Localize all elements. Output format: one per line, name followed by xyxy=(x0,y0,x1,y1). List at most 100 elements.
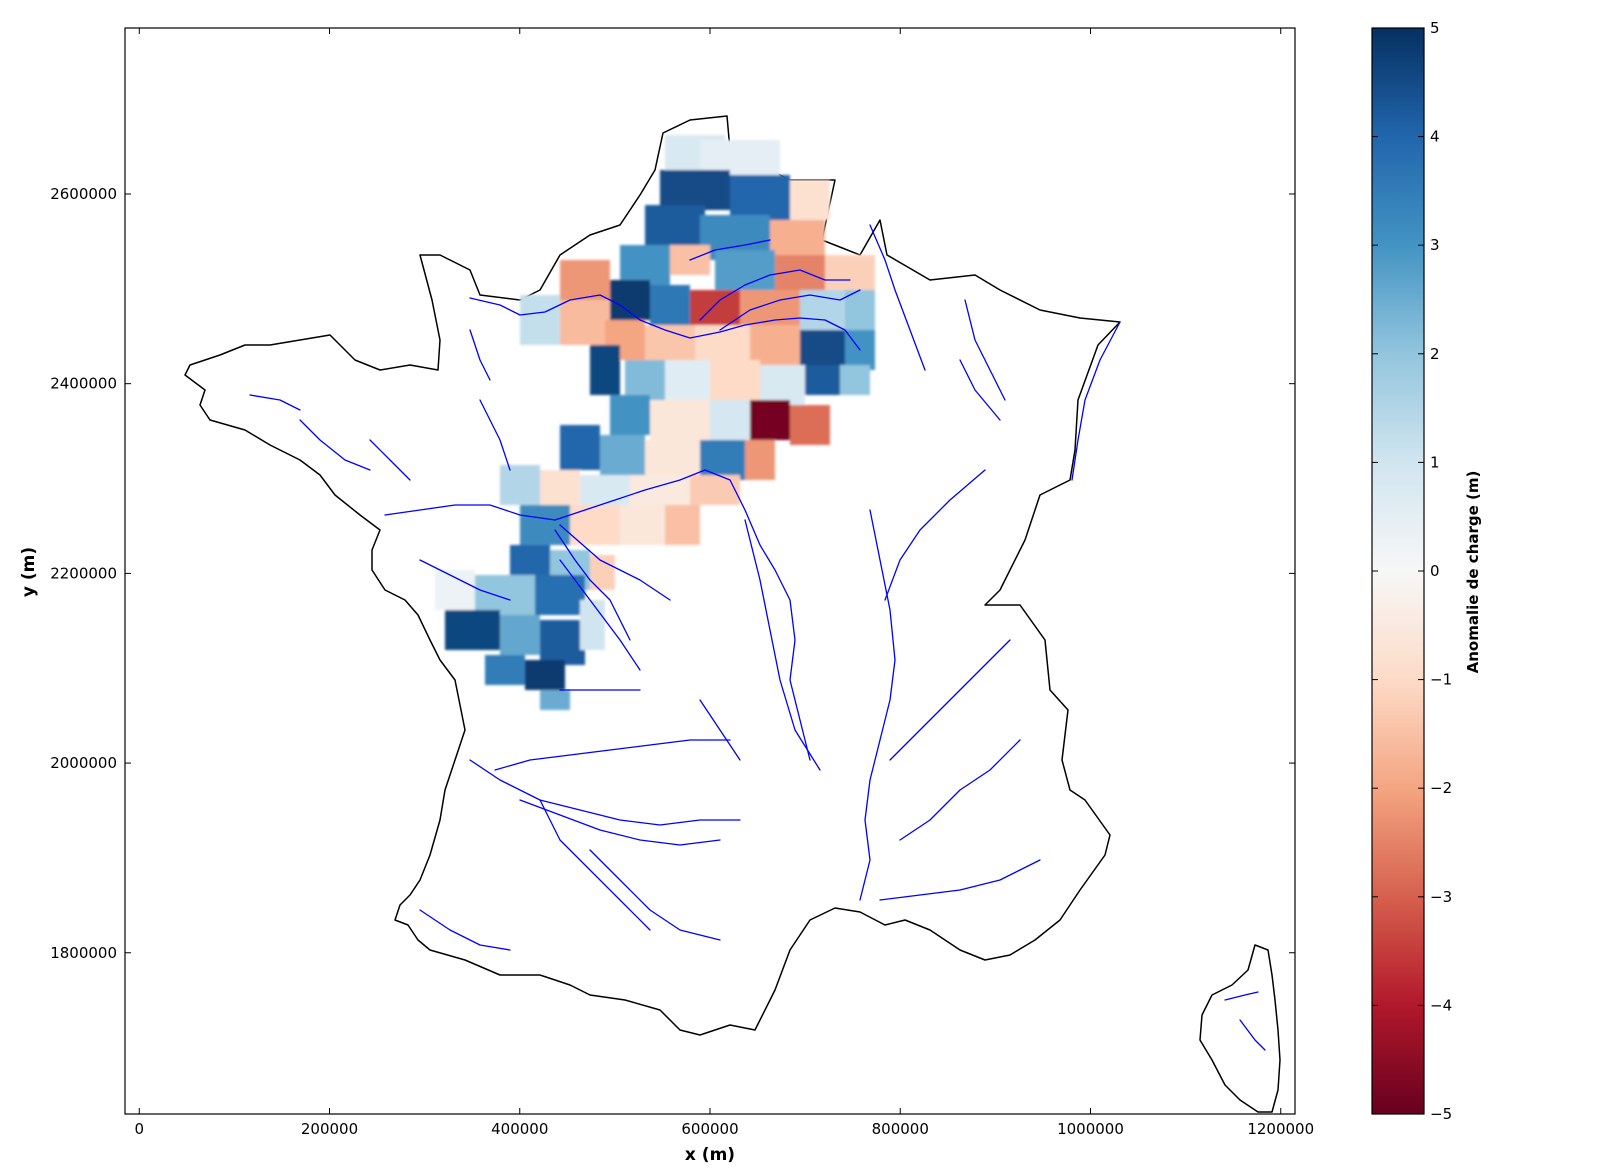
river xyxy=(539,799,651,931)
anomaly-cell xyxy=(760,365,805,405)
river xyxy=(719,289,861,331)
colorbar-tick-label: 2 xyxy=(1430,345,1440,363)
colorbar-title: Anomalie de charge (m) xyxy=(1464,471,1482,674)
river xyxy=(299,419,371,471)
anomaly-cell xyxy=(710,360,760,400)
anomaly-cell xyxy=(645,440,700,475)
anomaly-cell xyxy=(690,290,740,325)
x-tick-label: 400000 xyxy=(491,1120,548,1138)
anomaly-cell xyxy=(580,475,630,510)
x-tick-label: 600000 xyxy=(681,1120,738,1138)
colorbar-tick-label: 3 xyxy=(1430,236,1440,254)
anomaly-cell xyxy=(650,400,710,440)
anomaly-cell xyxy=(660,170,730,210)
y-tick-label: 2400000 xyxy=(50,375,117,393)
anomaly-raster xyxy=(435,135,875,710)
anomaly-cell xyxy=(570,505,620,545)
anomaly-cell xyxy=(500,615,540,655)
anomaly-cell xyxy=(665,505,700,545)
anomaly-cell xyxy=(645,325,695,360)
anomaly-cell xyxy=(560,260,610,300)
y-axis: 1800000 2000000 2200000 2400000 2600000 xyxy=(50,185,1295,962)
anomaly-cell xyxy=(560,300,610,345)
colorbar-tick-label: 5 xyxy=(1430,19,1440,37)
anomaly-cell xyxy=(740,290,800,325)
colorbar-tick-label: 1 xyxy=(1430,453,1440,471)
anomaly-cell xyxy=(840,365,870,395)
anomaly-cell xyxy=(700,440,745,480)
colorbar-tick-label: −2 xyxy=(1430,779,1452,797)
river xyxy=(419,559,511,601)
anomaly-cell xyxy=(445,610,500,650)
anomaly-cell xyxy=(730,175,790,220)
river xyxy=(469,294,861,351)
river xyxy=(384,469,811,761)
anomaly-cell xyxy=(665,360,710,400)
y-tick-label: 1800000 xyxy=(50,944,117,962)
river xyxy=(249,394,301,411)
river xyxy=(964,299,1006,401)
plot-area xyxy=(184,115,1281,1113)
river xyxy=(479,399,511,471)
anomaly-cell xyxy=(520,295,560,345)
river xyxy=(699,699,741,761)
anomaly-cell xyxy=(690,475,740,505)
anomaly-cell xyxy=(750,400,790,440)
colorbar-tick-label: 0 xyxy=(1430,562,1440,580)
river xyxy=(554,529,631,641)
river xyxy=(519,799,721,846)
anomaly-cell xyxy=(540,690,570,710)
anomaly-cell xyxy=(625,360,665,400)
river xyxy=(1224,991,1259,1001)
river xyxy=(419,909,511,951)
river xyxy=(494,739,731,771)
anomaly-cell xyxy=(645,205,705,250)
anomaly-cell xyxy=(710,400,750,440)
anomaly-cell xyxy=(590,345,620,395)
anomaly-cell xyxy=(715,250,775,290)
anomaly-cell xyxy=(560,425,600,470)
river xyxy=(469,759,741,826)
river-network xyxy=(249,224,1266,1051)
river xyxy=(559,524,671,601)
river xyxy=(369,439,411,481)
anomaly-cell xyxy=(580,600,605,650)
anomaly-cell xyxy=(620,505,670,545)
y-tick-label: 2000000 xyxy=(50,754,117,772)
y-tick-label: 2200000 xyxy=(50,564,117,582)
river xyxy=(689,239,771,261)
river xyxy=(884,469,986,601)
anomaly-cell xyxy=(535,575,585,615)
river xyxy=(744,519,821,771)
river xyxy=(1071,321,1121,481)
anomaly-cell xyxy=(750,325,800,365)
x-axis-title: x (m) xyxy=(685,1145,735,1165)
x-tick-label: 1200000 xyxy=(1247,1120,1314,1138)
x-tick-label: 1000000 xyxy=(1057,1120,1124,1138)
anomaly-cell xyxy=(610,395,650,435)
river xyxy=(959,359,1001,421)
river xyxy=(699,269,851,321)
anomaly-cell xyxy=(650,285,690,325)
colorbar-tick-label: −3 xyxy=(1430,888,1452,906)
x-axis: 0 200000 400000 600000 800000 1000000 1200000 xyxy=(134,28,1314,1138)
y-axis-title: y (m) xyxy=(19,547,39,597)
y-tick-label: 2600000 xyxy=(50,185,117,203)
anomaly-cell xyxy=(435,570,475,610)
corsica-outline xyxy=(1199,944,1281,1113)
anomaly-cell xyxy=(805,365,845,395)
anomaly-cell xyxy=(610,280,650,320)
anomaly-cell xyxy=(800,330,850,370)
colorbar-tick-label: −1 xyxy=(1430,671,1452,689)
river xyxy=(869,224,926,371)
river xyxy=(469,329,491,381)
x-tick-label: 800000 xyxy=(872,1120,929,1138)
anomaly-cell xyxy=(790,405,830,445)
anomaly-cell xyxy=(845,290,875,330)
france-outline xyxy=(184,115,1121,1036)
anomaly-cell xyxy=(745,440,775,480)
anomaly-cell xyxy=(620,245,670,285)
anomaly-cell xyxy=(540,470,580,510)
anomaly-cell xyxy=(525,660,565,690)
